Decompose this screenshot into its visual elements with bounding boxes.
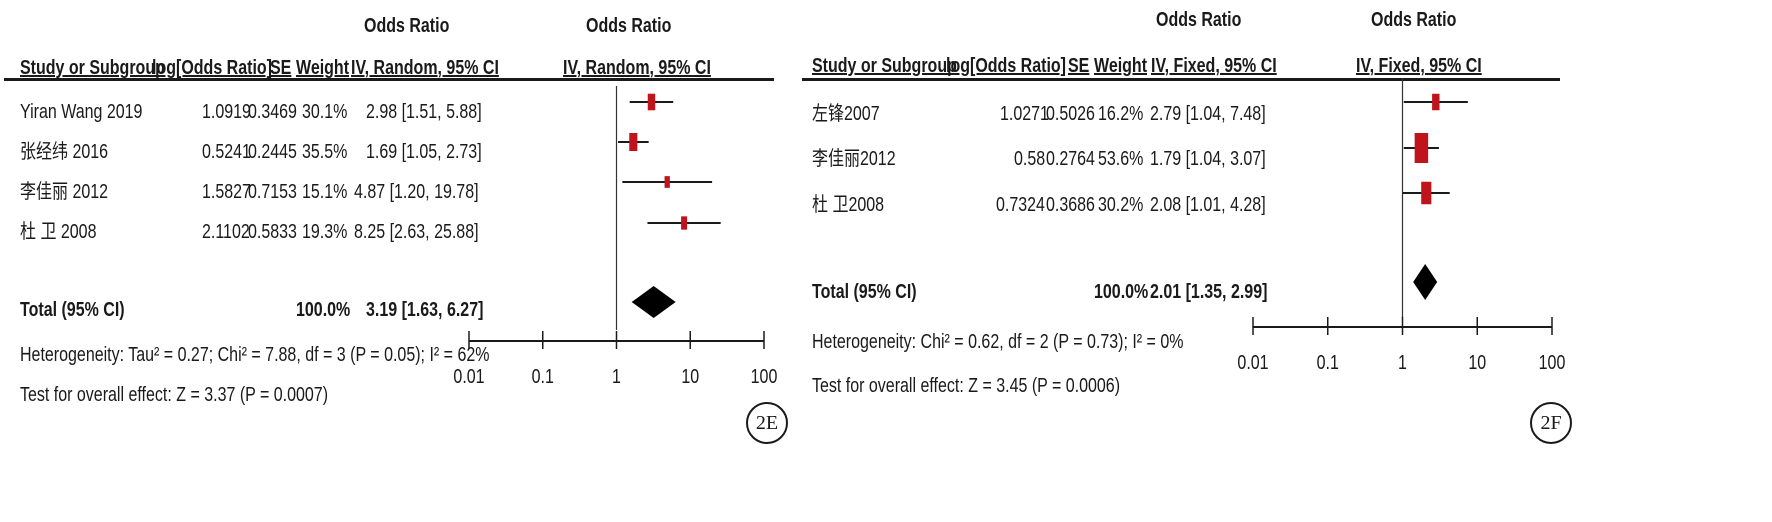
forest-plot-panel-2f: Odds Ratio Odds Ratio Study or Subgroup … bbox=[802, 0, 1772, 522]
effect-marker bbox=[1414, 133, 1429, 163]
plot-header: Odds Ratio bbox=[1371, 9, 1457, 31]
forest-plot-panel-2e: Odds Ratio Odds Ratio Study or Subgroup … bbox=[0, 0, 880, 522]
x-axis-tick-label: 100 bbox=[751, 365, 778, 387]
x-axis-tick-label: 1 bbox=[612, 365, 621, 387]
study-se: 0.2764 bbox=[1046, 148, 1095, 170]
study-logor: 1.5827 bbox=[202, 181, 251, 203]
study-se: 0.3469 bbox=[248, 101, 297, 123]
x-axis-tick-label: 1 bbox=[1398, 351, 1407, 373]
effect-marker bbox=[681, 216, 688, 230]
col-weight: Weight bbox=[1094, 55, 1148, 77]
x-axis-tick-label: 10 bbox=[681, 365, 699, 387]
study-weight: 30.2% bbox=[1098, 194, 1144, 216]
study-se: 0.5026 bbox=[1046, 103, 1095, 125]
study-ci: 2.08 [1.01, 4.28] bbox=[1150, 194, 1266, 216]
x-axis-tick-label: 10 bbox=[1468, 351, 1486, 373]
col-ci: IV, Fixed, 95% CI bbox=[1151, 55, 1277, 77]
study-se: 0.2445 bbox=[248, 141, 297, 163]
col-se: SE bbox=[270, 57, 292, 79]
plot-header: Odds Ratio bbox=[586, 15, 672, 37]
study-name: 杜 卫2008 bbox=[812, 194, 885, 216]
header-rule bbox=[4, 78, 774, 81]
col-logor: log[Odds Ratio] bbox=[946, 55, 1066, 77]
overall-effect-text: Test for overall effect: Z = 3.45 (P = 0… bbox=[812, 375, 1121, 397]
panel-badge: 2E bbox=[746, 402, 788, 444]
col-plot: IV, Random, 95% CI bbox=[563, 57, 711, 79]
col-logor: log[Odds Ratio] bbox=[152, 57, 272, 79]
study-ci: 4.87 [1.20, 19.78] bbox=[354, 181, 479, 203]
col-study: Study or Subgroup bbox=[812, 55, 957, 77]
x-axis-tick-label: 0.1 bbox=[1317, 351, 1339, 373]
study-name: 杜 卫 2008 bbox=[20, 221, 97, 243]
study-weight: 16.2% bbox=[1098, 103, 1144, 125]
x-axis-tick-label: 0.1 bbox=[532, 365, 554, 387]
study-se: 0.5833 bbox=[248, 221, 297, 243]
study-weight: 35.5% bbox=[302, 141, 348, 163]
effect-marker bbox=[1421, 181, 1432, 205]
effect-marker bbox=[664, 176, 670, 188]
study-se: 0.7153 bbox=[248, 181, 297, 203]
x-axis-tick-label: 0.01 bbox=[1237, 351, 1268, 373]
study-weight: 15.1% bbox=[302, 181, 348, 203]
heterogeneity-text: Heterogeneity: Tau² = 0.27; Chi² = 7.88,… bbox=[20, 344, 490, 366]
study-weight: 19.3% bbox=[302, 221, 348, 243]
heterogeneity-text: Heterogeneity: Chi² = 0.62, df = 2 (P = … bbox=[812, 331, 1184, 353]
total-diamond bbox=[631, 286, 676, 318]
col-ci: IV, Random, 95% CI bbox=[351, 57, 499, 79]
forest-plot-area: 0.01 0.1 1 10 100 bbox=[453, 86, 778, 387]
col-se: SE bbox=[1068, 55, 1090, 77]
study-weight: 53.6% bbox=[1098, 148, 1144, 170]
study-name: Yiran Wang 2019 bbox=[20, 101, 143, 123]
study-name: 张经纬 2016 bbox=[20, 141, 109, 163]
study-ci: 2.79 [1.04, 7.48] bbox=[1150, 103, 1266, 125]
total-weight: 100.0% bbox=[1094, 281, 1149, 303]
study-ci: 8.25 [2.63, 25.88] bbox=[354, 221, 479, 243]
effect-marker bbox=[1432, 93, 1440, 111]
study-logor: 1.0919 bbox=[202, 101, 251, 123]
study-ci: 1.79 [1.04, 3.07] bbox=[1150, 148, 1266, 170]
header-rule bbox=[802, 78, 1560, 81]
total-ci: 2.01 [1.35, 2.99] bbox=[1150, 281, 1268, 303]
study-ci: 2.98 [1.51, 5.88] bbox=[366, 101, 482, 123]
study-name: 左锋2007 bbox=[812, 103, 880, 125]
study-logor: 0.7324 bbox=[996, 194, 1045, 216]
study-name: 李佳丽 2012 bbox=[20, 181, 109, 203]
study-se: 0.3686 bbox=[1046, 194, 1095, 216]
x-axis-tick-label: 0.01 bbox=[453, 365, 484, 387]
effect-marker bbox=[647, 93, 656, 111]
effect-marker bbox=[629, 133, 638, 151]
col-plot: IV, Fixed, 95% CI bbox=[1356, 55, 1482, 77]
total-label: Total (95% CI) bbox=[812, 281, 917, 303]
total-weight: 100.0% bbox=[296, 299, 351, 321]
study-weight: 30.1% bbox=[302, 101, 348, 123]
study-logor: 0.58 bbox=[1014, 148, 1046, 170]
overall-effect-text: Test for overall effect: Z = 3.37 (P = 0… bbox=[20, 384, 329, 406]
col-study: Study or Subgroup bbox=[20, 57, 165, 79]
total-diamond bbox=[1413, 264, 1438, 300]
total-label: Total (95% CI) bbox=[20, 299, 125, 321]
col-weight: Weight bbox=[296, 57, 350, 79]
table-header: Odds Ratio bbox=[1156, 9, 1242, 31]
x-axis-tick-label: 100 bbox=[1539, 351, 1566, 373]
total-ci: 3.19 [1.63, 6.27] bbox=[366, 299, 484, 321]
forest-plot-area: 0.01 0.1 1 10 100 bbox=[1237, 78, 1566, 373]
study-ci: 1.69 [1.05, 2.73] bbox=[366, 141, 482, 163]
table-header: Odds Ratio bbox=[364, 15, 450, 37]
study-logor: 1.0271 bbox=[1000, 103, 1049, 125]
panel-badge: 2F bbox=[1530, 402, 1572, 444]
study-logor: 0.5241 bbox=[202, 141, 251, 163]
study-logor: 2.1102 bbox=[202, 221, 250, 243]
study-name: 李佳丽2012 bbox=[812, 148, 896, 170]
